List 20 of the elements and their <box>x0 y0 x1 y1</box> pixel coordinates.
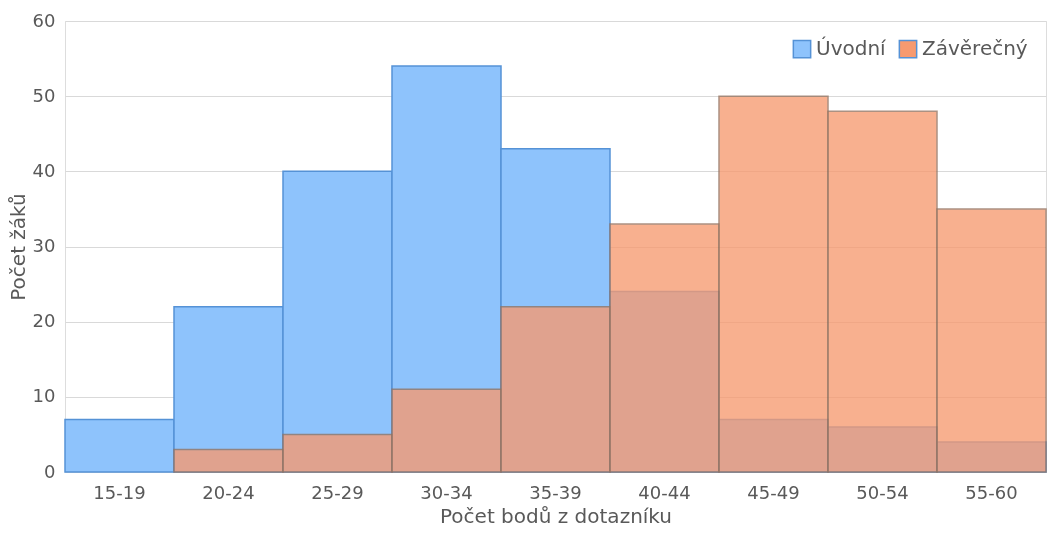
x-axis-title: Počet bodů z dotazníku <box>439 503 673 528</box>
x-tick-label: 25-29 <box>311 481 364 503</box>
y-tick-label: 10 <box>32 385 56 407</box>
y-tick-label: 20 <box>32 310 56 332</box>
y-tick-label: 40 <box>32 159 56 181</box>
legend-label: Úvodní <box>816 36 888 61</box>
y-tick-label: 0 <box>44 460 56 482</box>
y-tick-label: 50 <box>32 84 56 106</box>
legend-label: Závěrečný <box>922 36 1028 61</box>
y-tick-label: 30 <box>32 235 56 256</box>
x-tick-label: 35-39 <box>529 481 582 503</box>
x-tick-label: 45-49 <box>747 481 800 503</box>
x-tick-label: 20-24 <box>202 481 255 503</box>
x-tick-label: 50-54 <box>856 481 909 503</box>
y-tick-label: 60 <box>32 9 56 31</box>
x-tick-label: 40-44 <box>638 481 691 503</box>
x-tick-label: 55-60 <box>965 481 1018 503</box>
x-tick-label: 15-19 <box>93 481 146 503</box>
x-tick-label: 30-34 <box>420 481 473 503</box>
y-axis-title: Počet žáků <box>5 193 30 301</box>
